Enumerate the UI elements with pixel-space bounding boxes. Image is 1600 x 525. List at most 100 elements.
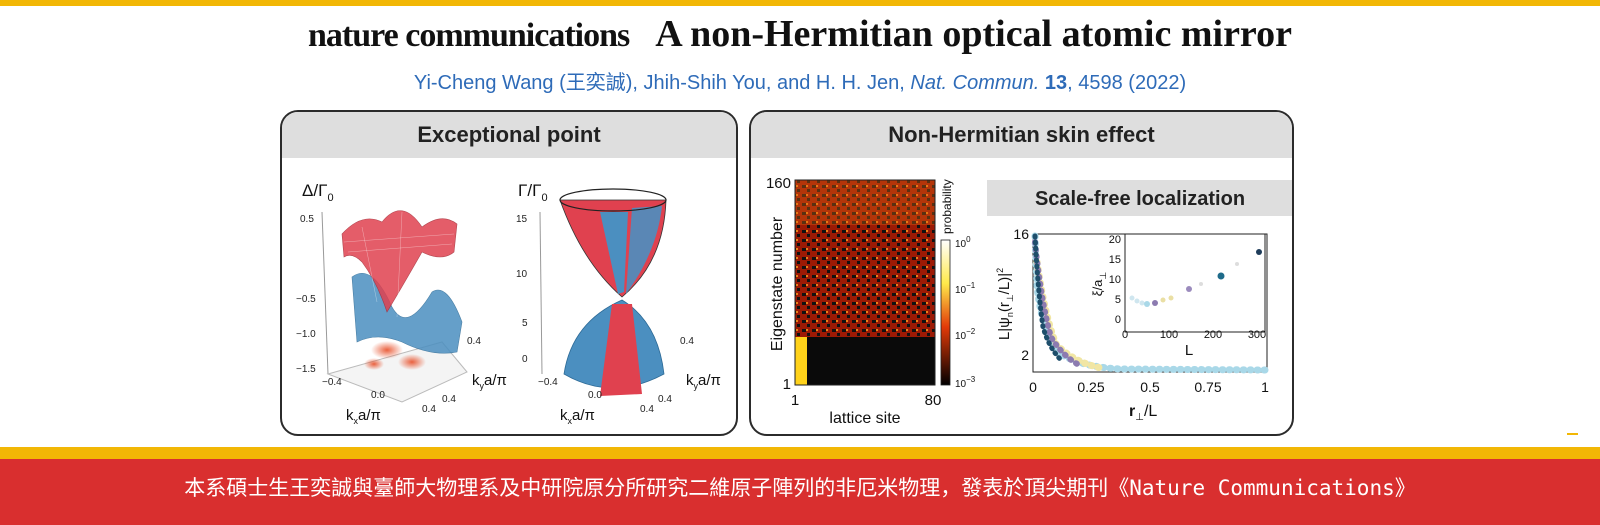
gamma-upper-cone-blue <box>626 206 662 294</box>
exceptional-point-glow <box>398 354 426 370</box>
title-row: nature communications A non-Hermitian opt… <box>0 12 1600 56</box>
delta-z-axis <box>321 211 329 375</box>
exceptional-point-glow <box>371 341 403 359</box>
inset-point <box>1134 298 1140 304</box>
gamma-ylabel: kya/π <box>686 372 721 391</box>
gamma-xtick: 0.4 <box>640 404 654 415</box>
gamma-xtick: −0.4 <box>538 377 558 388</box>
delta-ytick: 0.4 <box>442 394 456 405</box>
inset-point <box>1152 300 1158 306</box>
citation: Yi-Cheng Wang (王奕誠), Jhih-Shih You, and … <box>0 66 1600 95</box>
delta-ztick: −1.5 <box>296 364 316 375</box>
delta-mesh-lines <box>343 211 455 318</box>
gamma-ztick: 10 <box>516 269 528 280</box>
delta-ztick: 0.5 <box>300 214 314 225</box>
inset-xtick: 100 <box>1160 329 1178 341</box>
inset-point <box>1168 295 1174 301</box>
inset-ytick: 15 <box>1109 254 1121 266</box>
inset-point <box>1235 262 1239 266</box>
delta-surface-plot: Δ/Γ0 0.5 −0.5 −1.0 −1.5 −0.4 0.0 0.4 0.4… <box>296 181 507 426</box>
delta-ztick: −1.0 <box>296 329 316 340</box>
exceptional-point-panel: Exceptional point Δ/Γ0 0.5 −0.5 −1.0 −1.… <box>280 110 738 436</box>
inset-point <box>1139 300 1145 306</box>
colorbar-tick: 10−2 <box>955 327 976 342</box>
gamma-zlabel: Γ/Γ0 <box>518 181 548 204</box>
inset-points <box>1129 249 1262 307</box>
inset-xtick: 200 <box>1204 329 1222 341</box>
localization-xtick: 0 <box>1029 379 1037 395</box>
inset-point <box>1186 286 1192 292</box>
localization-xtick: 1 <box>1261 379 1269 395</box>
inset-point <box>1129 295 1135 301</box>
heatmap-ytick-top: 160 <box>766 175 791 192</box>
inset-point <box>1217 272 1225 280</box>
inset-xtick: 0 <box>1122 329 1128 341</box>
delta-blue-surface <box>351 272 463 354</box>
exceptional-point-glow <box>364 358 384 370</box>
skin-effect-title: Non-Hermitian skin effect <box>751 112 1292 158</box>
exceptional-point-figure: Δ/Γ0 0.5 −0.5 −1.0 −1.5 −0.4 0.0 0.4 0.4… <box>296 181 721 426</box>
delta-ytick: 0.4 <box>467 336 481 347</box>
localization-xlabel: r⊥/L <box>1129 403 1157 423</box>
heatmap-upper-band <box>795 180 935 225</box>
inset-point <box>1160 297 1166 303</box>
delta-ztick: −0.5 <box>296 294 316 305</box>
inset-xlabel: L <box>1185 342 1193 359</box>
delta-ylabel: kya/π <box>472 372 507 391</box>
colorbar <box>940 239 951 386</box>
delta-xtick: −0.4 <box>322 377 342 388</box>
inset-ytick: 20 <box>1109 234 1121 246</box>
delta-xlabel: kxa/π <box>346 407 381 426</box>
gamma-xtick: 0.0 <box>588 390 602 401</box>
gamma-cone-rim <box>559 188 667 212</box>
localization-xtick: 0.25 <box>1077 379 1104 395</box>
heatmap-edge-state <box>795 337 807 385</box>
localization-ytick-top: 16 <box>1013 226 1029 242</box>
colorbar-tick: 10−3 <box>955 375 976 390</box>
citation-authors: Yi-Cheng Wang (王奕誠), Jhih-Shih You, and … <box>413 72 911 94</box>
gamma-ztick: 5 <box>522 318 528 329</box>
inset-ytick: 0 <box>1115 314 1121 326</box>
localization-ylabel: L|ψn(r⊥/L)|2 <box>995 268 1015 340</box>
journal-name: nature communications <box>308 17 630 54</box>
heatmap-xtick-left: 1 <box>791 392 799 409</box>
inset-point <box>1144 301 1150 307</box>
citation-journal: Nat. Commun. <box>910 72 1040 94</box>
scale-free-title: Scale-free localization <box>1035 188 1245 210</box>
heatmap-xtick-right: 80 <box>925 392 942 409</box>
paper-title: A non-Hermitian optical atomic mirror <box>655 13 1292 55</box>
colorbar-tick: 100 <box>955 235 971 250</box>
heatmap-ytick-bottom: 1 <box>783 376 791 393</box>
inset-ytick: 10 <box>1109 274 1121 286</box>
delta-zlabel: Δ/Γ0 <box>302 181 334 204</box>
inset-xtick: 300 <box>1248 329 1266 341</box>
heatmap-frame <box>794 179 936 386</box>
decorative-dash <box>1567 433 1578 435</box>
citation-rest: , 4598 (2022) <box>1067 72 1187 94</box>
inset-point <box>1256 249 1262 255</box>
news-banner: 本系碩士生王奕誠與臺師大物理系及中研院原分所研究二維原子陣列的非厄米物理，發表於… <box>0 459 1600 525</box>
inset-ytick: 5 <box>1115 294 1121 306</box>
localization-xtick: 0.75 <box>1194 379 1221 395</box>
delta-xtick: 0.0 <box>371 390 385 401</box>
heatmap-xlabel: lattice site <box>829 410 900 427</box>
delta-xtick: 0.4 <box>422 404 436 415</box>
skin-effect-figure: 160 1 1 80 lattice site Eigenstate numbe… <box>766 175 1292 427</box>
inset-ylabel: ξ/a⊥ <box>1090 272 1108 297</box>
gamma-ztick: 0 <box>522 354 528 365</box>
gamma-ztick: 15 <box>516 214 528 225</box>
gamma-z-axis <box>539 211 543 375</box>
localization-xtick: 0.5 <box>1140 379 1160 395</box>
colorbar-tick: 10−1 <box>955 281 976 296</box>
gamma-upper-cone-blue <box>600 212 628 294</box>
exceptional-point-title: Exceptional point <box>282 112 736 158</box>
skin-effect-panel: Non-Hermitian skin effect 160 <box>749 110 1294 436</box>
heatmap-localized-block <box>795 337 935 385</box>
inset-frame <box>1124 233 1266 333</box>
localization-plot: 16 2 0 0.25 0.5 0.75 1 r⊥/L L|ψn(r⊥/L)|2 <box>995 226 1269 423</box>
colorbar-label: probability <box>940 179 954 234</box>
bottom-accent-stripe <box>0 447 1600 459</box>
heatmap-ylabel: Eigenstate number <box>769 216 786 351</box>
top-accent-stripe <box>0 0 1600 6</box>
gamma-ytick: 0.4 <box>658 394 672 405</box>
